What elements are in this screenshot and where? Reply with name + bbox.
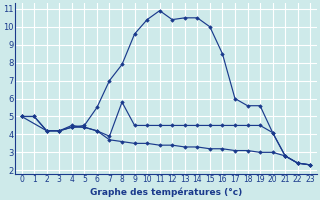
X-axis label: Graphe des températures (°c): Graphe des températures (°c) — [90, 187, 242, 197]
